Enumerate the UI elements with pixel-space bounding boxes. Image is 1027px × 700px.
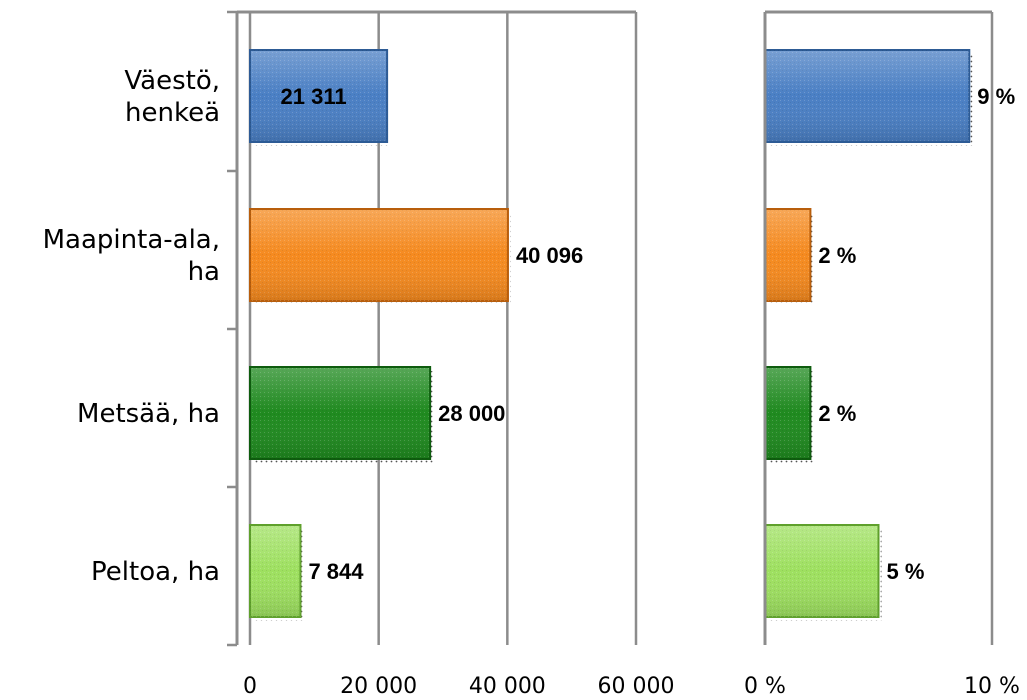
bar-shine (766, 51, 969, 141)
x-tick-label: 10 % (964, 674, 1020, 699)
bar-shine (251, 368, 430, 458)
x-tick-label: 0 (243, 674, 257, 699)
bars (249, 49, 973, 621)
category-label: ha (188, 257, 220, 287)
bar-shine (766, 526, 878, 616)
axes (227, 10, 992, 647)
category-label: henkeä (125, 98, 220, 128)
data-label: 28 000 (438, 401, 505, 426)
data-label: 5 % (887, 559, 925, 584)
bar-shine (251, 210, 507, 300)
data-label: 2 % (818, 401, 856, 426)
data-label: 7 844 (308, 559, 364, 584)
data-label: 40 096 (516, 243, 583, 268)
labels: 0 20 000 40 000 60 000 21 311 40 096 28 000 7 8… (43, 66, 1020, 699)
data-label: 9 % (977, 84, 1015, 109)
category-label: Maapinta-ala, (43, 225, 220, 255)
category-label: Peltoa, ha (91, 557, 220, 587)
x-tick-label: 40 000 (469, 674, 546, 699)
category-label: Väestö, (124, 66, 220, 96)
x-tick-label: 0 % (744, 674, 786, 699)
data-label: 2 % (818, 243, 856, 268)
bar-shine (251, 51, 387, 141)
bar-shine (766, 210, 810, 300)
bar-shine (766, 368, 810, 458)
bar-shine (251, 526, 300, 616)
x-tick-label: 20 000 (340, 674, 417, 699)
category-label: Metsää, ha (77, 399, 220, 429)
data-label: 21 311 (281, 84, 347, 109)
x-tick-label: 60 000 (598, 674, 675, 699)
